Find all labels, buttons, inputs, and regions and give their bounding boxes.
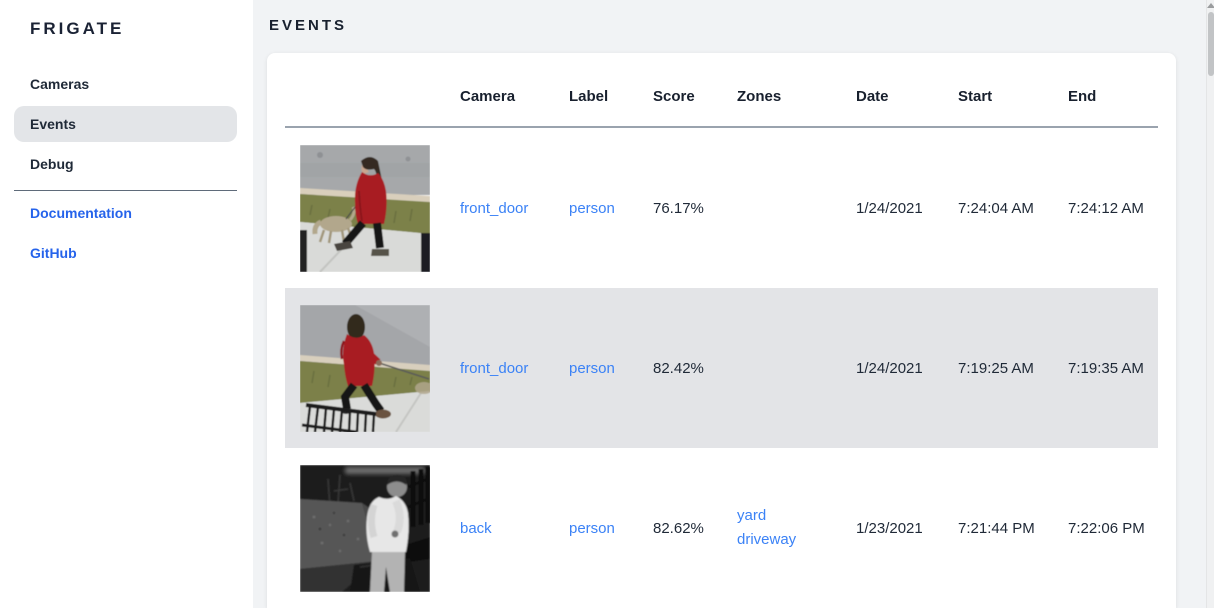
- table-header-row: Camera Label Score Zones Date Start End: [285, 53, 1158, 128]
- event-thumbnail[interactable]: [300, 304, 430, 432]
- column-zones: Zones: [737, 88, 782, 105]
- sidebar-divider: [14, 190, 237, 191]
- camera-link[interactable]: front_door: [460, 359, 529, 377]
- camera-link[interactable]: back: [460, 519, 492, 537]
- label-link[interactable]: person: [569, 359, 615, 377]
- sidebar-item-events[interactable]: Events: [14, 106, 237, 142]
- table-row[interactable]: front_door person 76.17% 1/24/2021 7:24:…: [285, 128, 1158, 288]
- sidebar-item-debug[interactable]: Debug: [30, 156, 74, 172]
- sidebar-nav: Cameras Events Debug Documentation GitHu…: [0, 39, 253, 271]
- table-row[interactable]: front_door person 82.42% 1/24/2021 7:19:…: [285, 288, 1158, 448]
- sidebar-link-github[interactable]: GitHub: [30, 245, 77, 261]
- zone-link[interactable]: yard: [737, 507, 767, 524]
- scrollbar-up-arrow-icon[interactable]: [1207, 3, 1214, 8]
- camera-cell: front_door: [444, 200, 553, 217]
- score-cell: 76.17%: [653, 199, 704, 217]
- column-camera: Camera: [460, 88, 516, 105]
- column-score: Score: [653, 88, 695, 105]
- thumbnail-cell: [285, 144, 444, 272]
- label-cell: person: [553, 200, 637, 217]
- label-cell: person: [553, 520, 637, 537]
- column-label: Label: [569, 88, 609, 105]
- date-cell: 1/23/2021: [856, 519, 923, 537]
- column-end: End: [1068, 88, 1097, 105]
- score-cell: 82.42%: [653, 359, 704, 377]
- zones-cell: yard driveway: [721, 504, 840, 552]
- table-row[interactable]: back person 82.62% yard driveway 1/23/20…: [285, 448, 1158, 608]
- scrollbar[interactable]: [1206, 0, 1214, 608]
- sidebar-link-documentation[interactable]: Documentation: [30, 205, 132, 221]
- events-card: Camera Label Score Zones Date Start End: [267, 53, 1176, 608]
- label-cell: person: [553, 360, 637, 377]
- sidebar-item-cameras[interactable]: Cameras: [30, 76, 90, 92]
- main-content: EVENTS Camera Label Score Zones Date Sta…: [253, 0, 1206, 608]
- end-cell: 7:24:12 AM: [1068, 199, 1144, 217]
- events-table: Camera Label Score Zones Date Start End: [285, 53, 1158, 608]
- date-cell: 1/24/2021: [856, 359, 923, 377]
- start-cell: 7:21:44 PM: [958, 519, 1035, 537]
- column-start: Start: [958, 88, 993, 105]
- date-cell: 1/24/2021: [856, 199, 923, 217]
- camera-cell: front_door: [444, 360, 553, 377]
- camera-link[interactable]: front_door: [460, 199, 529, 217]
- score-cell: 82.62%: [653, 519, 704, 537]
- thumbnail-cell: [285, 304, 444, 432]
- sidebar: FRIGATE Cameras Events Debug Documentati…: [0, 0, 253, 608]
- event-thumbnail[interactable]: [300, 464, 430, 592]
- start-cell: 7:19:25 AM: [958, 359, 1034, 377]
- scrollbar-thumb[interactable]: [1208, 12, 1214, 76]
- label-link[interactable]: person: [569, 199, 615, 217]
- column-date: Date: [856, 88, 889, 105]
- camera-cell: back: [444, 520, 553, 537]
- event-thumbnail[interactable]: [300, 144, 430, 272]
- page-title: EVENTS: [269, 17, 348, 34]
- end-cell: 7:19:35 AM: [1068, 359, 1144, 377]
- zone-link[interactable]: driveway: [737, 531, 797, 548]
- label-link[interactable]: person: [569, 519, 615, 537]
- start-cell: 7:24:04 AM: [958, 199, 1034, 217]
- app-logo: FRIGATE: [30, 19, 125, 38]
- thumbnail-cell: [285, 464, 444, 592]
- end-cell: 7:22:06 PM: [1068, 519, 1145, 537]
